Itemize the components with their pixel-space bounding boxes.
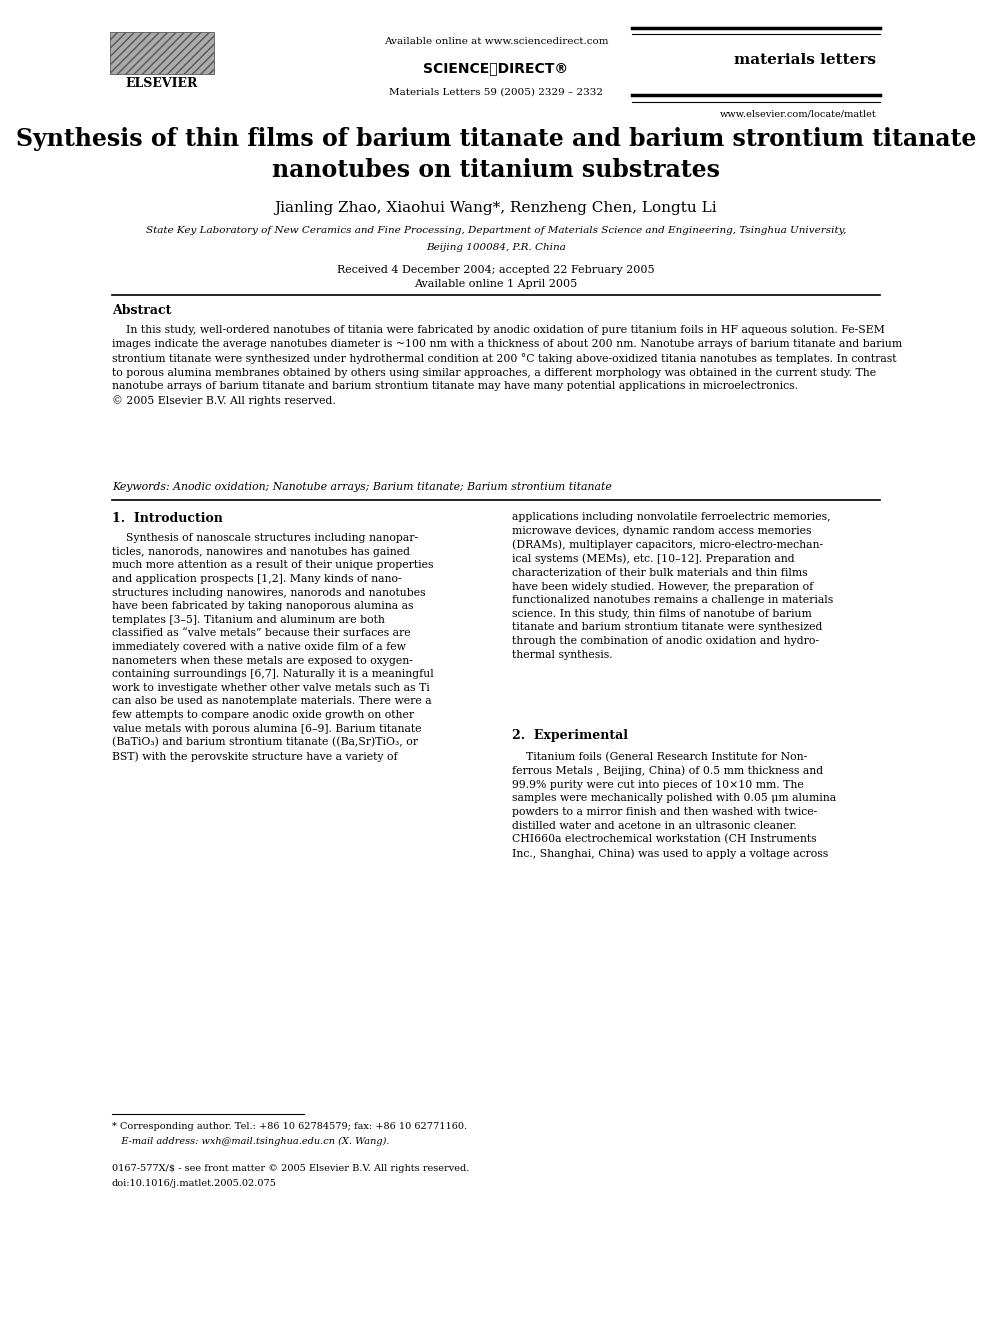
Text: Synthesis of thin films of barium titanate and barium strontium titanate
nanotub: Synthesis of thin films of barium titana… — [16, 127, 976, 181]
Text: Keywords: Anodic oxidation; Nanotube arrays; Barium titanate; Barium strontium t: Keywords: Anodic oxidation; Nanotube arr… — [112, 482, 611, 492]
Text: * Corresponding author. Tel.: +86 10 62784579; fax: +86 10 62771160.: * Corresponding author. Tel.: +86 10 627… — [112, 1122, 467, 1131]
Text: Jianling Zhao, Xiaohui Wang*, Renzheng Chen, Longtu Li: Jianling Zhao, Xiaohui Wang*, Renzheng C… — [275, 201, 717, 216]
Text: Available online at www.sciencedirect.com: Available online at www.sciencedirect.co… — [384, 37, 608, 46]
Text: SCIENCEⓐDIRECT®: SCIENCEⓐDIRECT® — [424, 61, 568, 75]
Text: Abstract: Abstract — [112, 304, 172, 318]
Text: applications including nonvolatile ferroelectric memories,
microwave devices, dy: applications including nonvolatile ferro… — [512, 512, 833, 660]
Text: doi:10.1016/j.matlet.2005.02.075: doi:10.1016/j.matlet.2005.02.075 — [112, 1179, 277, 1188]
Text: 1.  Introduction: 1. Introduction — [112, 512, 222, 525]
Text: Beijing 100084, P.R. China: Beijing 100084, P.R. China — [427, 243, 565, 253]
Text: Available online 1 April 2005: Available online 1 April 2005 — [415, 279, 577, 290]
Text: ELSEVIER: ELSEVIER — [125, 77, 197, 90]
Bar — [110, 32, 214, 74]
Text: In this study, well-ordered nanotubes of titania were fabricated by anodic oxida: In this study, well-ordered nanotubes of… — [112, 325, 902, 406]
Text: www.elsevier.com/locate/matlet: www.elsevier.com/locate/matlet — [719, 110, 876, 119]
Text: Synthesis of nanoscale structures including nanopar-
ticles, nanorods, nanowires: Synthesis of nanoscale structures includ… — [112, 533, 434, 762]
Text: E-mail address: wxh@mail.tsinghua.edu.cn (X. Wang).: E-mail address: wxh@mail.tsinghua.edu.cn… — [112, 1136, 389, 1146]
Text: Materials Letters 59 (2005) 2329 – 2332: Materials Letters 59 (2005) 2329 – 2332 — [389, 87, 603, 97]
Text: 2.  Experimental: 2. Experimental — [512, 729, 628, 742]
Text: 0167-577X/$ - see front matter © 2005 Elsevier B.V. All rights reserved.: 0167-577X/$ - see front matter © 2005 El… — [112, 1164, 469, 1174]
Text: materials letters: materials letters — [734, 53, 876, 67]
Bar — [110, 32, 214, 74]
Text: State Key Laboratory of New Ceramics and Fine Processing, Department of Material: State Key Laboratory of New Ceramics and… — [146, 226, 846, 235]
Text: Titanium foils (General Research Institute for Non-
ferrous Metals , Beijing, Ch: Titanium foils (General Research Institu… — [512, 751, 836, 859]
Text: Received 4 December 2004; accepted 22 February 2005: Received 4 December 2004; accepted 22 Fe… — [337, 265, 655, 275]
